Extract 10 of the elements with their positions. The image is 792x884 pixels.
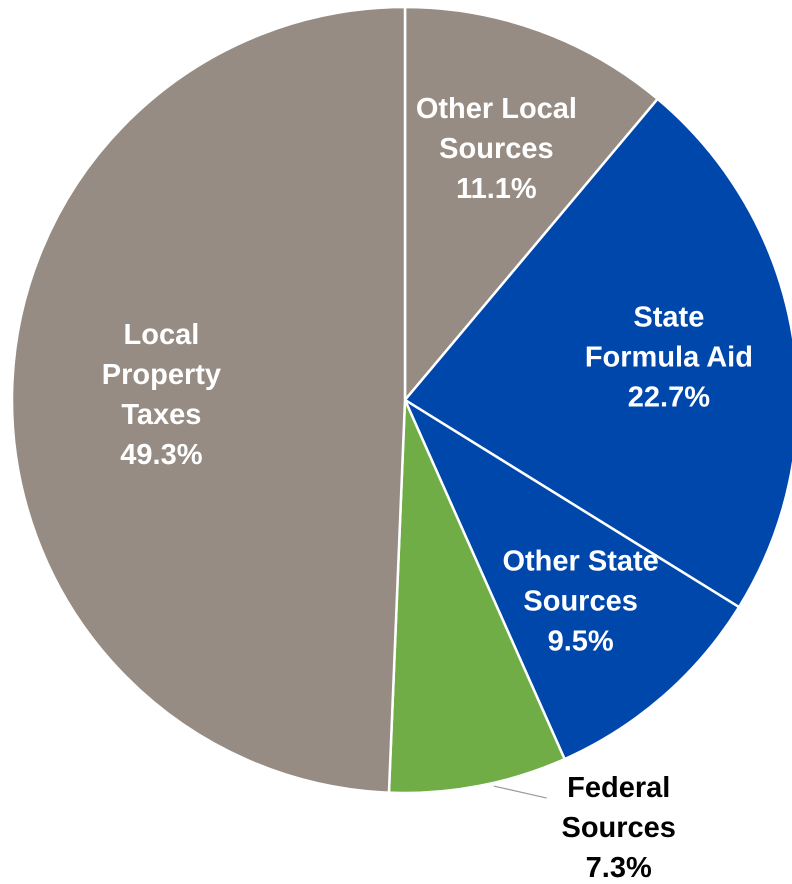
data-label: 9.5%: [548, 625, 614, 658]
data-label: 22.7%: [628, 382, 710, 414]
data-label: 11.1%: [456, 172, 537, 205]
slice-label: Other Local Sources: [416, 92, 577, 165]
slice-label: Local Property Taxes: [102, 319, 222, 432]
slice-label: Federal Sources: [561, 772, 676, 844]
slice-label: State Formula Aid: [584, 302, 753, 374]
data-label: 49.3%: [120, 439, 203, 472]
data-label: 7.3%: [586, 852, 652, 884]
slice-label: Other State Sources: [502, 545, 659, 618]
